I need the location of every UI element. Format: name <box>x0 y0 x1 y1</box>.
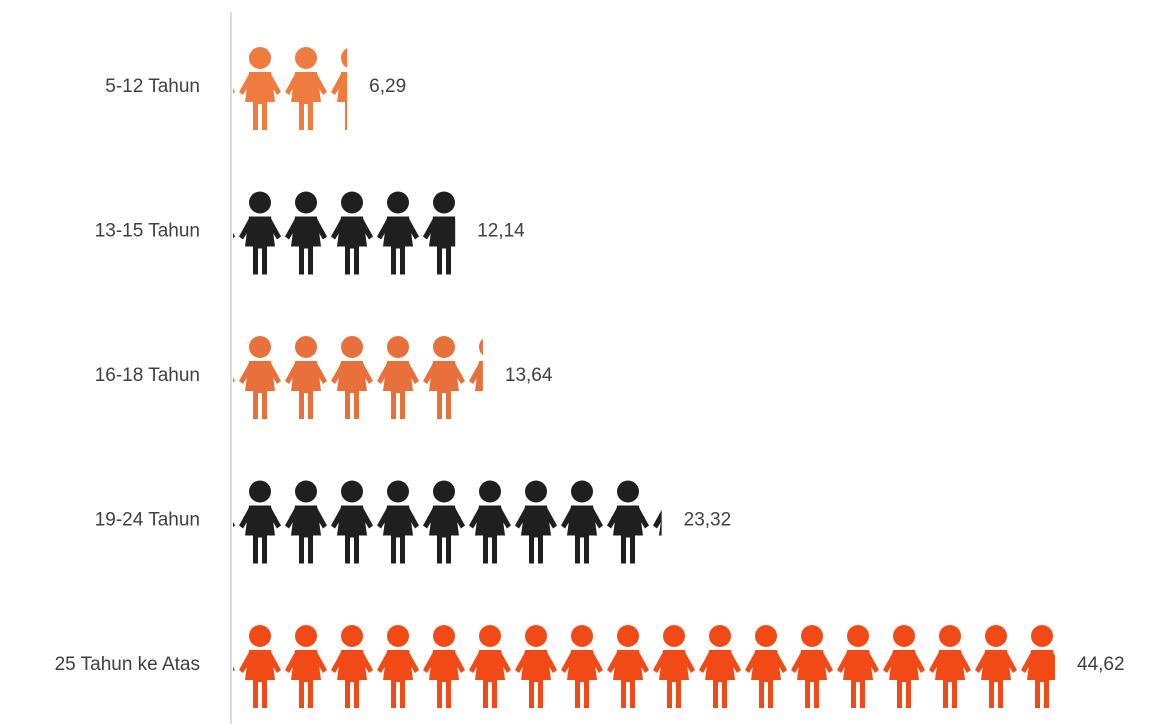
value-label: 12,14 <box>477 221 525 242</box>
category-label: 5-12 Tahun <box>105 76 200 97</box>
pictograph-bar <box>233 40 348 134</box>
category-label: 16-18 Tahun <box>95 365 200 386</box>
value-label: 13,64 <box>505 365 553 386</box>
value-label: 44,62 <box>1077 654 1125 675</box>
value-label: 23,32 <box>684 510 732 531</box>
category-label: 19-24 Tahun <box>95 510 200 531</box>
pictograph-bar <box>233 473 662 568</box>
category-label: 25 Tahun ke Atas <box>55 654 200 675</box>
pictograph-bar <box>233 329 483 423</box>
value-label: 6,29 <box>369 76 406 97</box>
pictograph-bar <box>233 618 1055 712</box>
pictograph-bar <box>233 184 456 279</box>
category-label: 13-15 Tahun <box>95 221 200 242</box>
